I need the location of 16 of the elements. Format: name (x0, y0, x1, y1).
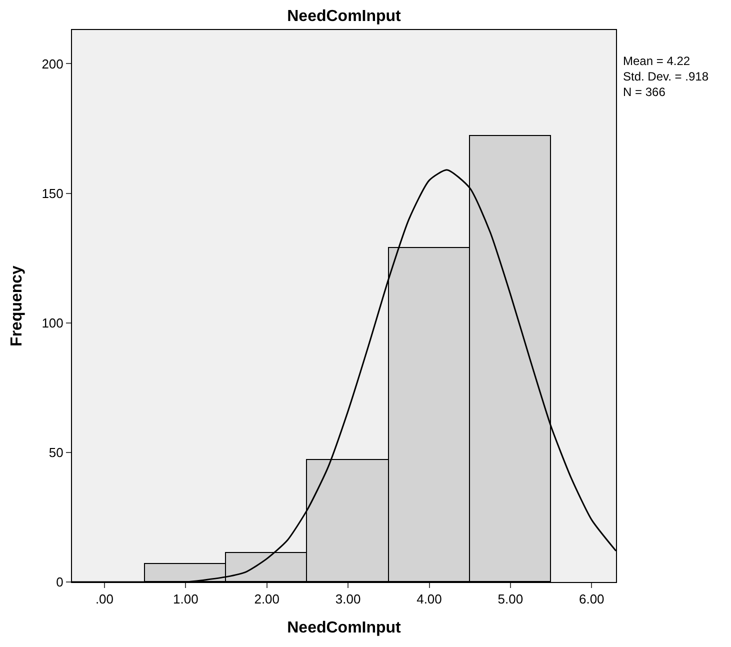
x-axis-title: NeedComInput (287, 619, 402, 636)
y-tick-label: 150 (42, 186, 64, 201)
x-tick-label: 1.00 (173, 592, 198, 607)
x-tick-label: 4.00 (416, 592, 442, 607)
chart-title: NeedComInput (287, 8, 402, 25)
y-tick-label: 200 (42, 56, 64, 72)
text: Mean = 4.22 Std. Dev. = .918 N = 366 (623, 54, 709, 100)
x-tick-label: .00 (95, 592, 114, 607)
y-tick-label: 100 (42, 315, 64, 330)
x-tick-label: 5.00 (498, 592, 524, 607)
x-tick-label: 6.00 (578, 592, 604, 607)
y-axis-title: Frequency (8, 265, 26, 346)
x-tick-label: 2.00 (254, 592, 280, 607)
y-tick-label: 0 (56, 574, 64, 590)
x-tick-label: 3.00 (335, 592, 361, 607)
y-tick-label: 50 (48, 444, 64, 460)
